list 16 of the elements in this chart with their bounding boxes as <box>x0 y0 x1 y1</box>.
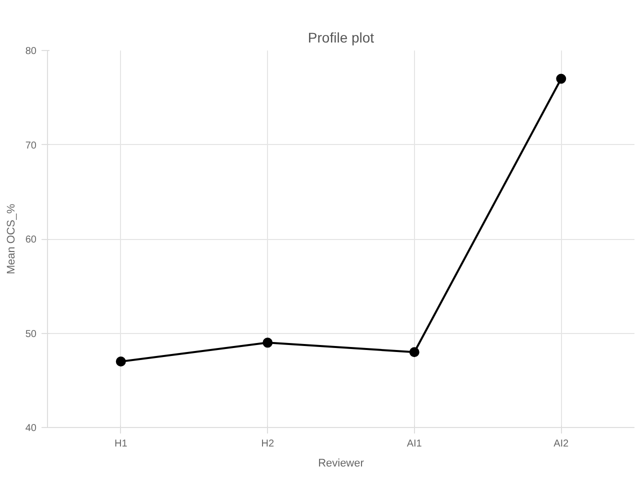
y-tick-label: 40 <box>25 423 37 434</box>
point <box>556 74 566 84</box>
chart-title: Profile plot <box>308 30 374 46</box>
y-tick-label: 80 <box>25 46 37 57</box>
x-tick-label: AI2 <box>554 438 570 450</box>
x-axis-title: Reviewer <box>318 458 364 470</box>
point <box>116 356 126 367</box>
point <box>409 347 420 358</box>
y-tick-label: 50 <box>25 328 37 340</box>
x-tick-label: H1 <box>114 438 128 450</box>
y-tick-label: 70 <box>25 140 37 152</box>
point <box>262 338 273 348</box>
y-tick-label: 60 <box>25 234 37 246</box>
x-tick-label: AI1 <box>406 438 422 450</box>
x-tick-label: H2 <box>261 438 274 450</box>
y-axis-title: Mean OCS_% <box>5 204 18 274</box>
